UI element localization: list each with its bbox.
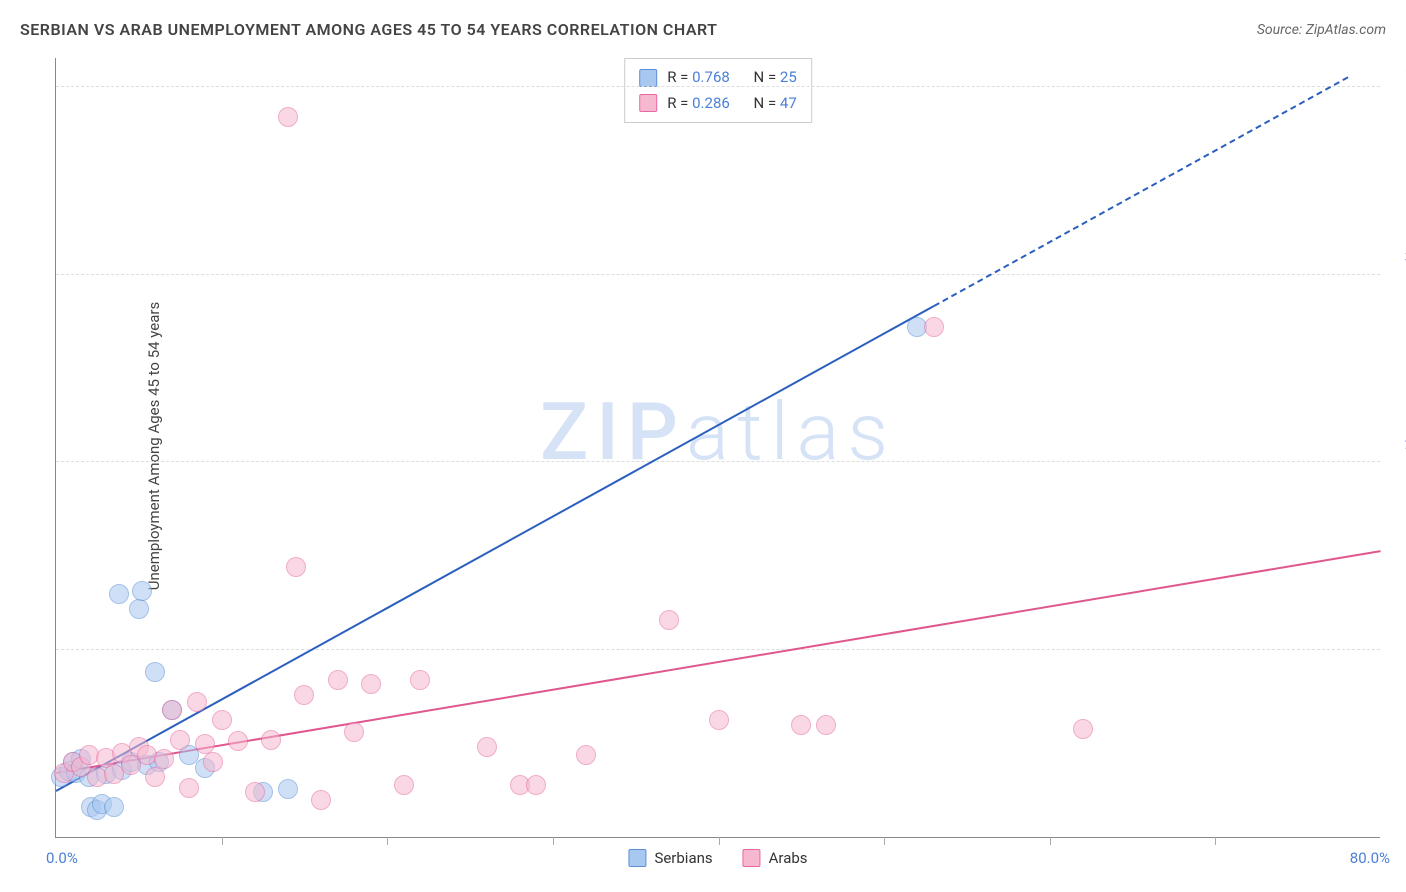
x-tick: [222, 837, 223, 845]
point-serbians: [278, 779, 298, 799]
point-arabs: [328, 670, 348, 690]
x-tick: [1050, 837, 1051, 845]
point-serbians: [104, 797, 124, 817]
x-max-label: 80.0%: [1350, 849, 1390, 867]
point-arabs: [816, 715, 836, 735]
point-arabs: [278, 107, 298, 127]
point-arabs: [294, 685, 314, 705]
y-tick-label: 50.0%: [1385, 60, 1406, 78]
legend-item-serbians: Serbians: [628, 849, 712, 867]
point-arabs: [187, 692, 207, 712]
point-arabs: [709, 710, 729, 730]
point-arabs: [212, 710, 232, 730]
point-arabs: [361, 674, 381, 694]
source-label: Source: ZipAtlas.com: [1257, 22, 1386, 38]
point-arabs: [145, 767, 165, 787]
x-tick: [387, 837, 388, 845]
point-serbians: [109, 584, 129, 604]
swatch-arabs: [639, 94, 657, 112]
point-arabs: [659, 610, 679, 630]
point-arabs: [477, 737, 497, 757]
point-serbians: [145, 662, 165, 682]
point-arabs: [791, 715, 811, 735]
point-arabs: [154, 749, 174, 769]
point-arabs: [1073, 719, 1093, 739]
x-origin-label: 0.0%: [46, 849, 78, 867]
point-arabs: [179, 778, 199, 798]
point-arabs: [170, 730, 190, 750]
point-arabs: [286, 557, 306, 577]
legend-label-arabs: Arabs: [769, 849, 808, 867]
point-arabs: [162, 700, 182, 720]
y-tick-label: 37.5%: [1385, 248, 1406, 266]
swatch-serbians-icon: [628, 849, 646, 867]
point-arabs: [344, 722, 364, 742]
point-serbians: [132, 581, 152, 601]
legend-item-arabs: Arabs: [743, 849, 808, 867]
x-tick: [553, 837, 554, 845]
point-arabs: [195, 734, 215, 754]
x-tick: [884, 837, 885, 845]
stats-row-arabs: R = 0.286 N = 47: [639, 91, 797, 117]
x-tick: [719, 837, 720, 845]
y-tick-label: 12.5%: [1385, 623, 1406, 641]
plot-area: ZIPatlas R = 0.768 N = 25 R = 0.286 N = …: [55, 58, 1380, 838]
x-tick: [1215, 837, 1216, 845]
point-arabs: [576, 745, 596, 765]
watermark: ZIPatlas: [540, 385, 896, 479]
trendline-arabs: [56, 550, 1381, 774]
trendline-dashed-serbians: [933, 76, 1348, 307]
gridline: [56, 649, 1380, 650]
point-arabs: [203, 752, 223, 772]
point-arabs: [526, 775, 546, 795]
point-arabs: [245, 782, 265, 802]
point-arabs: [924, 317, 944, 337]
swatch-arabs-icon: [743, 849, 761, 867]
gridline: [56, 461, 1380, 462]
point-arabs: [394, 775, 414, 795]
point-arabs: [410, 670, 430, 690]
gridline: [56, 86, 1380, 87]
legend-label-serbians: Serbians: [654, 849, 712, 867]
y-tick-label: 25.0%: [1385, 435, 1406, 453]
point-arabs: [261, 730, 281, 750]
point-arabs: [228, 731, 248, 751]
chart-title: SERBIAN VS ARAB UNEMPLOYMENT AMONG AGES …: [20, 20, 718, 39]
point-serbians: [129, 599, 149, 619]
swatch-serbians: [639, 69, 657, 87]
gridline: [56, 274, 1380, 275]
series-legend: Serbians Arabs: [628, 849, 807, 867]
point-arabs: [311, 790, 331, 810]
stats-legend: R = 0.768 N = 25 R = 0.286 N = 47: [624, 58, 812, 123]
